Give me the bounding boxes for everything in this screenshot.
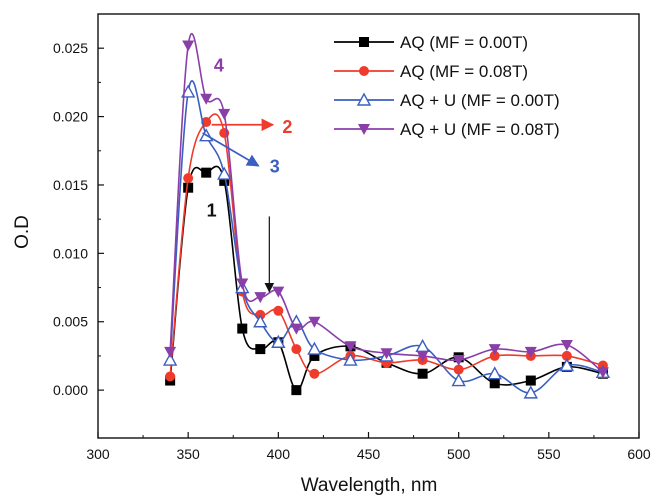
legend-entry-1: AQ (MF = 0.00T) <box>334 33 528 52</box>
annotation-label-4: 4 <box>214 55 224 75</box>
series-line <box>170 34 603 373</box>
legend-entry-2: AQ (MF = 0.08T) <box>334 62 528 81</box>
y-tick-label: 0.020 <box>53 109 88 125</box>
x-tick-label: 500 <box>447 446 471 462</box>
y-tick-label: 0.000 <box>53 382 88 398</box>
y-tick-label: 0.025 <box>53 40 88 56</box>
x-tick-label: 450 <box>357 446 381 462</box>
data-point <box>272 287 284 298</box>
series-2 <box>165 114 608 381</box>
y-tick-label: 0.005 <box>53 314 88 330</box>
data-point <box>273 306 283 316</box>
x-tick-label: 600 <box>627 446 651 462</box>
y-axis-title: O.D <box>12 215 33 249</box>
legend-marker <box>359 37 369 47</box>
x-axis-title: Wavelength, nm <box>301 475 438 496</box>
legend-entry-4: AQ + U (MF = 0.08T) <box>334 120 560 139</box>
x-tick-label: 550 <box>537 446 561 462</box>
data-point <box>164 347 176 358</box>
legend-entry-3: AQ + U (MF = 0.00T) <box>334 91 560 110</box>
annotation-label-1: 1 <box>207 200 217 220</box>
data-point <box>182 40 194 51</box>
data-point <box>490 378 500 388</box>
legend-marker <box>359 66 369 76</box>
data-point <box>291 385 301 395</box>
data-point <box>309 369 319 379</box>
legend-label: AQ + U (MF = 0.00T) <box>400 91 560 110</box>
data-point <box>237 324 247 334</box>
data-point <box>291 344 301 354</box>
annotation-label-2: 2 <box>282 117 292 137</box>
x-tick-label: 300 <box>86 446 110 462</box>
x-tick-label: 350 <box>176 446 200 462</box>
series-4 <box>164 34 609 379</box>
y-tick-label: 0.010 <box>53 245 88 261</box>
legend-label: AQ (MF = 0.00T) <box>400 33 528 52</box>
data-point <box>183 173 193 183</box>
legend-label: AQ + U (MF = 0.08T) <box>400 120 560 139</box>
data-point <box>561 340 573 351</box>
y-tick-label: 0.015 <box>53 177 88 193</box>
plot-area-border <box>98 14 639 438</box>
data-point <box>255 344 265 354</box>
data-point <box>418 369 428 379</box>
data-point <box>201 168 211 178</box>
data-point <box>526 376 536 386</box>
x-tick-label: 400 <box>267 446 291 462</box>
annotation-label-3: 3 <box>270 157 280 177</box>
data-point <box>200 94 212 105</box>
legend-label: AQ (MF = 0.08T) <box>400 62 528 81</box>
data-point <box>453 375 465 386</box>
data-point <box>165 371 175 381</box>
